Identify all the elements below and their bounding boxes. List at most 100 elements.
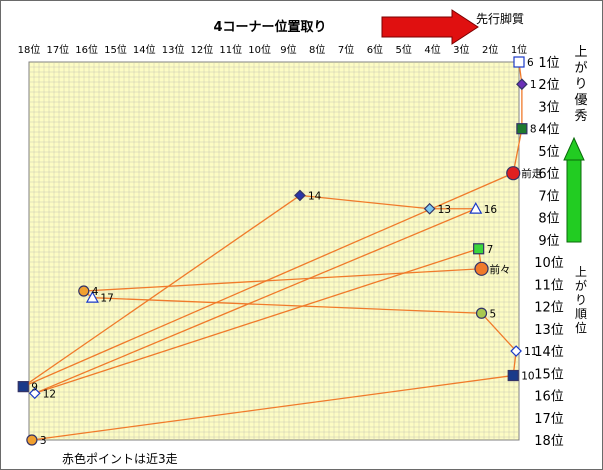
- y-tick-labels: 1位 2位 3位 4位 5位 6位 7位 8位 9位 10位 11位 12位 13位 14位 15位 16位 1…: [534, 56, 564, 449]
- data-point: [516, 78, 528, 91]
- series-segment: [31, 374, 514, 441]
- point-label: 4: [92, 286, 99, 298]
- point-label: 17: [100, 293, 113, 305]
- x-tick-label: 11位: [219, 43, 242, 56]
- point-label: 11: [524, 346, 537, 358]
- y-axis-label-bottom-char: が: [575, 278, 587, 293]
- x-tick-label: 5位: [396, 43, 412, 56]
- x-axis-label: 先行脚質: [476, 11, 524, 26]
- data-point: [475, 307, 488, 319]
- y-axis-label-bottom-char: 順: [575, 307, 587, 321]
- point-label: 前々: [490, 263, 511, 276]
- data-point: [513, 56, 525, 68]
- point-label: 9: [31, 382, 38, 394]
- y-axis-label-bottom-char: 位: [575, 320, 587, 335]
- y-axis-label-char: 優: [574, 93, 587, 108]
- point-labels: 6 1 8 前走 9 14 13 16 12 7 前々 417 5 11 10 3: [31, 57, 542, 447]
- data-point: [510, 345, 522, 357]
- point-label: 7: [487, 244, 494, 256]
- y-tick-label: 11位: [534, 278, 564, 293]
- x-tick-label: 15位: [104, 43, 127, 56]
- y-axis-label-char: 上: [574, 45, 587, 60]
- data-point: [78, 285, 90, 297]
- point-label: 5: [490, 308, 497, 320]
- series-segment: [299, 194, 430, 210]
- data-point: [423, 202, 436, 215]
- y-tick-label: 15位: [534, 367, 564, 382]
- arrow-right-icon: [381, 9, 479, 45]
- data-point: [26, 434, 38, 446]
- data-point: [507, 369, 519, 382]
- series-segment: [92, 297, 482, 314]
- x-tick-labels: 18位 17位 16位 15位 14位 13位 12位 11位 10位 9位 8位 7位 6位 5位 4位 3…: [18, 43, 528, 56]
- y-axis-label-char: 秀: [574, 109, 587, 124]
- y-axis-label-bottom-char: 上: [575, 265, 587, 279]
- data-point: [474, 261, 489, 276]
- y-tick-label: 3位: [538, 100, 559, 115]
- y-tick-label: 14位: [534, 345, 564, 360]
- y-tick-label: 16位: [534, 390, 564, 405]
- x-tick-label: 18位: [18, 43, 41, 56]
- x-tick-label: 14位: [133, 43, 156, 56]
- x-tick-label: 2位: [482, 43, 498, 56]
- series-segment: [83, 268, 482, 292]
- point-label: 13: [438, 204, 451, 216]
- x-tick-label: 1位: [511, 43, 527, 56]
- y-tick-label: 10位: [534, 256, 564, 271]
- point-label: 1: [530, 79, 537, 91]
- y-tick-label: 2位: [538, 78, 559, 93]
- x-tick-label: 6位: [367, 43, 383, 56]
- y-tick-label: 12位: [534, 301, 564, 316]
- data-point: [506, 166, 521, 181]
- point-label: 前走: [521, 167, 542, 180]
- y-axis-label-char: が: [574, 61, 587, 76]
- point-label: 8: [530, 124, 537, 136]
- x-tick-label: 9位: [280, 43, 296, 56]
- y-axis-label-bottom-char: り: [575, 293, 587, 307]
- y-tick-label: 6位: [538, 167, 559, 182]
- data-point: [469, 202, 483, 214]
- arrow-up-icon-head: [563, 136, 585, 161]
- series-segment: [34, 208, 477, 394]
- point-label: 3: [40, 435, 47, 447]
- y-tick-label: 13位: [534, 323, 564, 338]
- point-label: 16: [484, 204, 498, 216]
- series-segment: [481, 312, 517, 352]
- point-label: 14: [308, 190, 322, 202]
- y-tick-label: 18位: [534, 434, 564, 449]
- data-point: [473, 243, 485, 255]
- data-points: [17, 56, 528, 446]
- x-tick-label: 4位: [424, 43, 440, 56]
- data-point: [516, 123, 528, 135]
- x-tick-label: 7位: [338, 43, 354, 56]
- data-point: [17, 381, 29, 393]
- y-tick-label: 9位: [538, 234, 559, 249]
- footnote: 赤色ポイントは近3走: [62, 452, 178, 466]
- data-point: [294, 189, 306, 202]
- y-tick-label: 7位: [538, 189, 559, 204]
- x-tick-label: 12位: [191, 43, 214, 56]
- x-tick-label: 10位: [248, 43, 271, 56]
- x-tick-label: 3位: [453, 43, 469, 56]
- series-path: [22, 61, 523, 441]
- grid-lines: [29, 62, 519, 440]
- y-tick-label: 17位: [534, 412, 564, 427]
- point-label: 10: [521, 371, 534, 383]
- data-point: [85, 290, 99, 303]
- y-tick-label: 5位: [538, 145, 559, 160]
- arrow-up-icon: [566, 159, 582, 243]
- series-segment: [512, 128, 523, 174]
- y-axis-label-char: り: [574, 77, 587, 92]
- y-axis-label: 上 が り 優 秀: [574, 45, 587, 124]
- chart-title: 4コーナー位置取り: [213, 19, 326, 35]
- x-tick-label: 13位: [162, 43, 185, 56]
- y-tick-label: 8位: [538, 212, 559, 227]
- y-axis-label-bottom: 上 が り 順 位: [575, 265, 587, 335]
- point-label: 6: [527, 57, 534, 69]
- y-tick-label: 4位: [538, 123, 559, 138]
- x-tick-label: 16位: [75, 43, 98, 56]
- data-point: [28, 387, 41, 400]
- point-label: 12: [43, 388, 56, 400]
- y-tick-label: 1位: [538, 56, 559, 71]
